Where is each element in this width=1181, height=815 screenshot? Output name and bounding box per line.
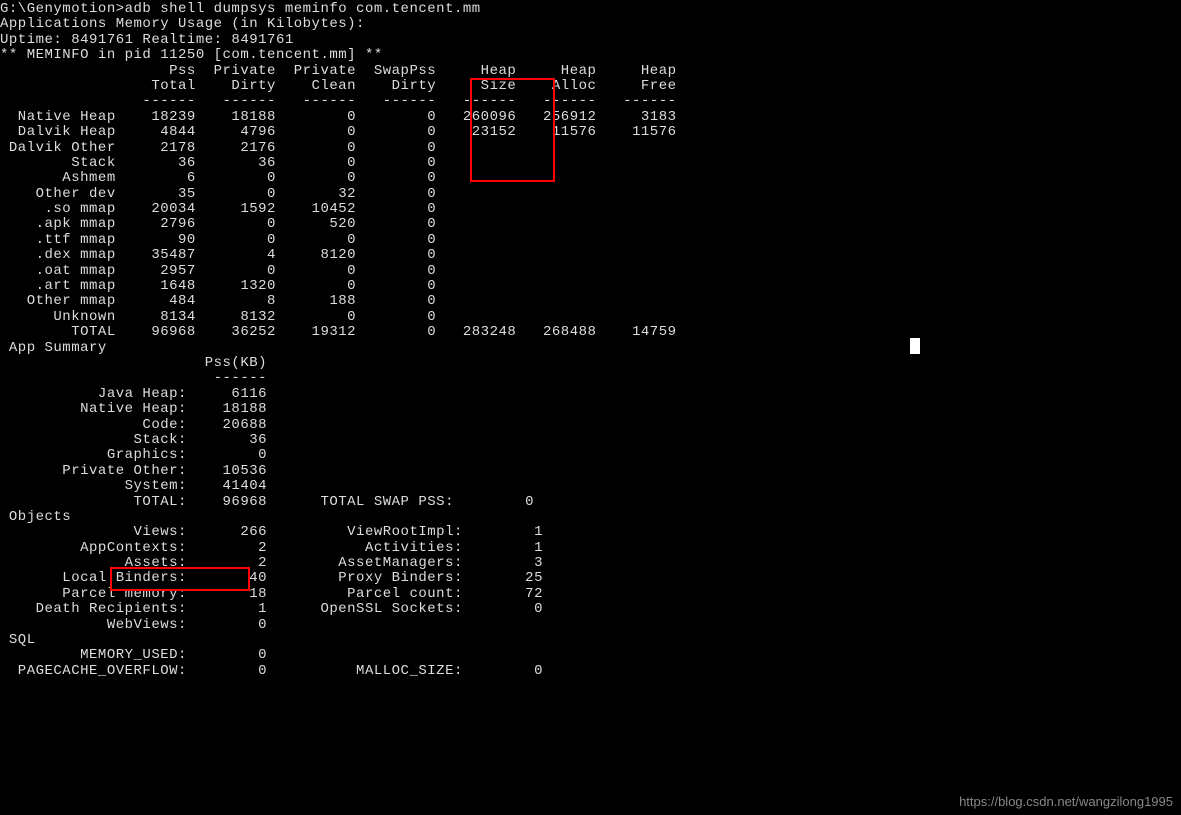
objects-row: Views: 266 ViewRootImpl: 1	[0, 525, 1181, 540]
terminal-cursor	[910, 338, 920, 354]
mem-row: Native Heap 18239 18188 0 0 260096 25691…	[0, 110, 1181, 125]
sql-title: SQL	[0, 633, 1181, 648]
objects-row: Death Recipients: 1 OpenSSL Sockets: 0	[0, 602, 1181, 617]
app-summary-row: Stack: 36	[0, 433, 1181, 448]
mem-row-total: TOTAL 96968 36252 19312 0 283248 268488 …	[0, 325, 1181, 340]
app-summary-row: Native Heap: 18188	[0, 402, 1181, 417]
col-header-1: Pss Private Private SwapPss Heap Heap He…	[0, 64, 1181, 79]
watermark-text: https://blog.csdn.net/wangzilong1995	[959, 795, 1173, 809]
col-separator: ------ ------ ------ ------ ------ -----…	[0, 94, 1181, 109]
mem-row: .apk mmap 2796 0 520 0	[0, 217, 1181, 232]
objects-row: Parcel memory: 18 Parcel count: 72	[0, 587, 1181, 602]
mem-row: .so mmap 20034 1592 10452 0	[0, 202, 1181, 217]
mem-row: .oat mmap 2957 0 0 0	[0, 264, 1181, 279]
mem-row: .ttf mmap 90 0 0 0	[0, 233, 1181, 248]
objects-title: Objects	[0, 510, 1181, 525]
sql-row: PAGECACHE_OVERFLOW: 0 MALLOC_SIZE: 0	[0, 664, 1181, 679]
mem-row: Dalvik Other 2178 2176 0 0	[0, 141, 1181, 156]
mem-row: Ashmem 6 0 0 0	[0, 171, 1181, 186]
mem-row: Other mmap 484 8 188 0	[0, 294, 1181, 309]
sql-row: MEMORY_USED: 0	[0, 648, 1181, 663]
mem-row: .dex mmap 35487 4 8120 0	[0, 248, 1181, 263]
objects-row: Local Binders: 40 Proxy Binders: 25	[0, 571, 1181, 586]
prompt-line: G:\Genymotion>adb shell dumpsys meminfo …	[0, 2, 1181, 17]
total-line: TOTAL: 96968 TOTAL SWAP PSS: 0	[0, 495, 1181, 510]
objects-row: AppContexts: 2 Activities: 1	[0, 541, 1181, 556]
app-summary-row: Code: 20688	[0, 418, 1181, 433]
mem-row: Other dev 35 0 32 0	[0, 187, 1181, 202]
mem-row: Dalvik Heap 4844 4796 0 0 23152 11576 11…	[0, 125, 1181, 140]
objects-row: WebViews: 0	[0, 618, 1181, 633]
mem-row: Unknown 8134 8132 0 0	[0, 310, 1181, 325]
col-header-2: Total Dirty Clean Dirty Size Alloc Free	[0, 79, 1181, 94]
app-summary-row: Private Other: 10536	[0, 464, 1181, 479]
meminfo-title: ** MEMINFO in pid 11250 [com.tencent.mm]…	[0, 48, 1181, 63]
app-summary-header: Pss(KB)	[0, 356, 1181, 371]
app-summary-row: Java Heap: 6116	[0, 387, 1181, 402]
app-summary-title: App Summary	[0, 341, 1181, 356]
mem-row: .art mmap 1648 1320 0 0	[0, 279, 1181, 294]
app-summary-sep: ------	[0, 371, 1181, 386]
app-summary-row: Graphics: 0	[0, 448, 1181, 463]
header-line-2: Uptime: 8491761 Realtime: 8491761	[0, 33, 1181, 48]
header-line-1: Applications Memory Usage (in Kilobytes)…	[0, 17, 1181, 32]
mem-row: Stack 36 36 0 0	[0, 156, 1181, 171]
objects-row: Assets: 2 AssetManagers: 3	[0, 556, 1181, 571]
app-summary-row: System: 41404	[0, 479, 1181, 494]
